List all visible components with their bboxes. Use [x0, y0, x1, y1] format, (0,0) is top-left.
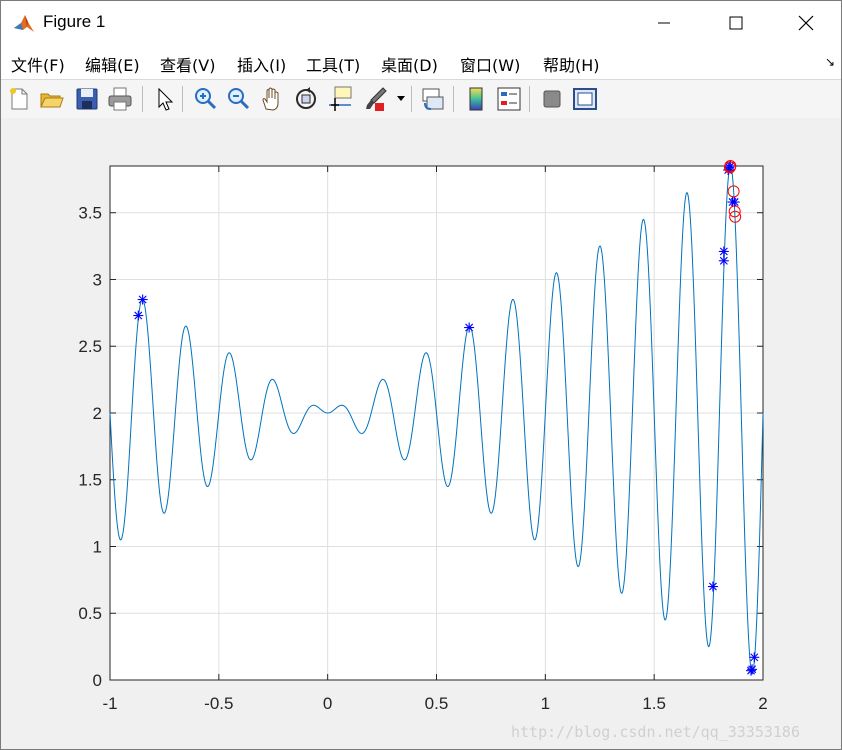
matlab-icon: [13, 13, 35, 35]
y-tick-label: 3.5: [78, 204, 102, 223]
y-tick-label: 3: [93, 270, 102, 289]
circle-marker: [727, 185, 740, 198]
close-icon: [798, 15, 814, 31]
toolbar-separator: [529, 86, 530, 112]
toolbar-separator: [142, 86, 143, 112]
y-tick-label: 2.5: [78, 337, 102, 356]
asterisk-marker: [729, 197, 740, 208]
y-tick-label: 1.5: [78, 471, 102, 490]
x-tick-label: -1: [102, 694, 117, 713]
asterisk-marker: [749, 652, 760, 663]
y-tick-label: 2: [93, 404, 102, 423]
menu-help[interactable]: 帮助(H): [543, 56, 600, 75]
zoom-in-icon[interactable]: [191, 85, 219, 113]
minimize-icon: [658, 22, 670, 24]
figure-canvas[interactable]: -1 -0.5 0 0.5 1 1.5 2 0 0.5 1 1.5 2 2.5 3 3.5 http://b…: [1, 118, 841, 749]
asterisk-marker: [133, 310, 144, 321]
menu-edit[interactable]: 编辑(E): [85, 56, 140, 75]
figure-toolbar: [1, 79, 841, 119]
print-icon[interactable]: [106, 85, 134, 113]
new-figure-icon[interactable]: [5, 85, 33, 113]
x-tick-label: 0.5: [425, 694, 449, 713]
data-cursor-icon[interactable]: [326, 85, 354, 113]
window-title: Figure 1: [43, 12, 106, 31]
function-curve-line: [109, 165, 764, 674]
x-tick-label: 1: [541, 694, 550, 713]
asterisk-marker: [137, 294, 148, 305]
x-tick-label: 0: [323, 694, 332, 713]
menu-window[interactable]: 窗口(W): [460, 56, 521, 75]
pan-hand-icon[interactable]: [258, 85, 286, 113]
toolbar-separator: [411, 86, 412, 112]
x-tick-label: 1.5: [642, 694, 666, 713]
menu-insert[interactable]: 插入(I): [237, 56, 287, 75]
save-icon[interactable]: [73, 85, 101, 113]
asterisk-marker: [464, 322, 475, 333]
rotate-3d-icon[interactable]: [292, 85, 320, 113]
hide-plot-tools-icon[interactable]: [538, 85, 566, 113]
plot-axes[interactable]: -1 -0.5 0 0.5 1 1.5 2 0 0.5 1 1.5 2 2.5 3 3.5: [1, 118, 841, 749]
zoom-out-icon[interactable]: [224, 85, 252, 113]
link-plot-icon[interactable]: [419, 85, 447, 113]
legend-icon[interactable]: [495, 85, 523, 113]
circle-marker: [729, 210, 742, 223]
show-plot-tools-icon[interactable]: [571, 85, 599, 113]
dock-arrow-icon[interactable]: ↘: [824, 55, 835, 69]
menu-tools[interactable]: 工具(T): [306, 56, 361, 75]
close-button[interactable]: [771, 1, 841, 45]
x-tick-label: 2: [758, 694, 767, 713]
menu-desktop[interactable]: 桌面(D): [381, 56, 438, 75]
asterisk-marker: [718, 255, 729, 266]
title-bar[interactable]: Figure 1: [1, 1, 841, 45]
brush-dropdown-icon[interactable]: [397, 96, 405, 102]
y-tick-label: 1: [93, 537, 102, 556]
brush-icon[interactable]: [361, 85, 389, 113]
asterisk-marker: [725, 161, 736, 171]
menu-bar: 文件(F) 编辑(E) 查看(V) 插入(I) 工具(T) 桌面(D) 窗口(W…: [1, 45, 841, 79]
minimize-button[interactable]: [629, 1, 699, 45]
asterisk-marker: [718, 246, 729, 257]
toolbar-separator: [453, 86, 454, 112]
watermark-text: http://blog.csdn.net/qq_33353186: [511, 723, 800, 741]
select-arrow-icon[interactable]: [151, 85, 179, 113]
asterisk-marker: [747, 664, 758, 675]
menu-file[interactable]: 文件(F): [11, 56, 65, 75]
y-tick-label: 0.5: [78, 604, 102, 623]
maximize-icon: [729, 16, 743, 30]
toolbar-separator: [182, 86, 183, 112]
maximize-button[interactable]: [701, 1, 771, 45]
y-tick-label: 0: [93, 671, 102, 690]
asterisk-marker: [707, 581, 718, 592]
x-tick-label: -0.5: [204, 694, 233, 713]
colorbar-icon[interactable]: [462, 85, 490, 113]
circle-marker: [728, 205, 741, 218]
menu-view[interactable]: 查看(V): [160, 56, 216, 75]
circle-marker: [723, 161, 736, 174]
open-file-icon[interactable]: [38, 85, 66, 113]
